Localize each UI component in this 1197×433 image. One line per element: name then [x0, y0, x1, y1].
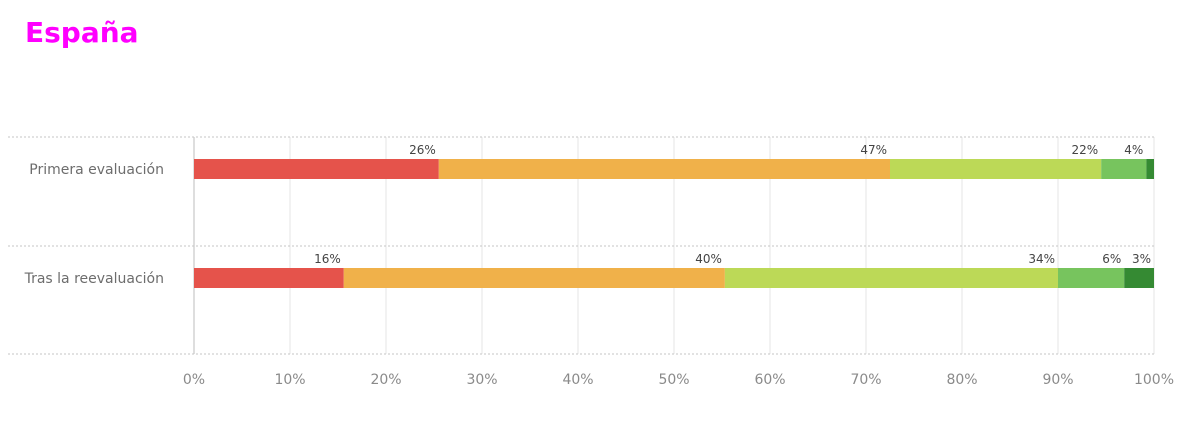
bar-segment	[438, 159, 890, 179]
x-tick-label: 10%	[274, 372, 305, 388]
data-label: 40%	[695, 252, 722, 266]
bar-segment	[724, 268, 1058, 288]
x-tick-label: 60%	[754, 372, 785, 388]
bar-segment	[1058, 268, 1125, 288]
category-label: Primera evaluación	[29, 162, 164, 178]
data-label: 26%	[409, 143, 436, 157]
x-tick-label: 40%	[562, 372, 593, 388]
x-tick-label: 90%	[1042, 372, 1073, 388]
data-label: 16%	[314, 252, 341, 266]
data-label: 4%	[1124, 143, 1143, 157]
bar-segment	[1146, 159, 1154, 179]
page-title: España	[25, 16, 139, 49]
bar-segment	[890, 159, 1102, 179]
x-tick-label: 50%	[658, 372, 689, 388]
x-tick-label: 70%	[850, 372, 881, 388]
bar-segment	[194, 159, 439, 179]
data-label: 3%	[1132, 252, 1151, 266]
data-label: 6%	[1102, 252, 1121, 266]
bar-segment	[343, 268, 725, 288]
x-tick-label: 20%	[370, 372, 401, 388]
bar-segment	[1124, 268, 1154, 288]
bar-segment	[1101, 159, 1147, 179]
bar-segment	[194, 268, 344, 288]
x-tick-label: 80%	[946, 372, 977, 388]
data-label: 34%	[1028, 252, 1055, 266]
category-label: Tras la reevaluación	[24, 271, 164, 287]
x-tick-label: 100%	[1134, 372, 1174, 388]
data-label: 47%	[860, 143, 887, 157]
x-tick-label: 30%	[466, 372, 497, 388]
x-tick-label: 0%	[183, 372, 205, 388]
data-label: 22%	[1072, 143, 1099, 157]
